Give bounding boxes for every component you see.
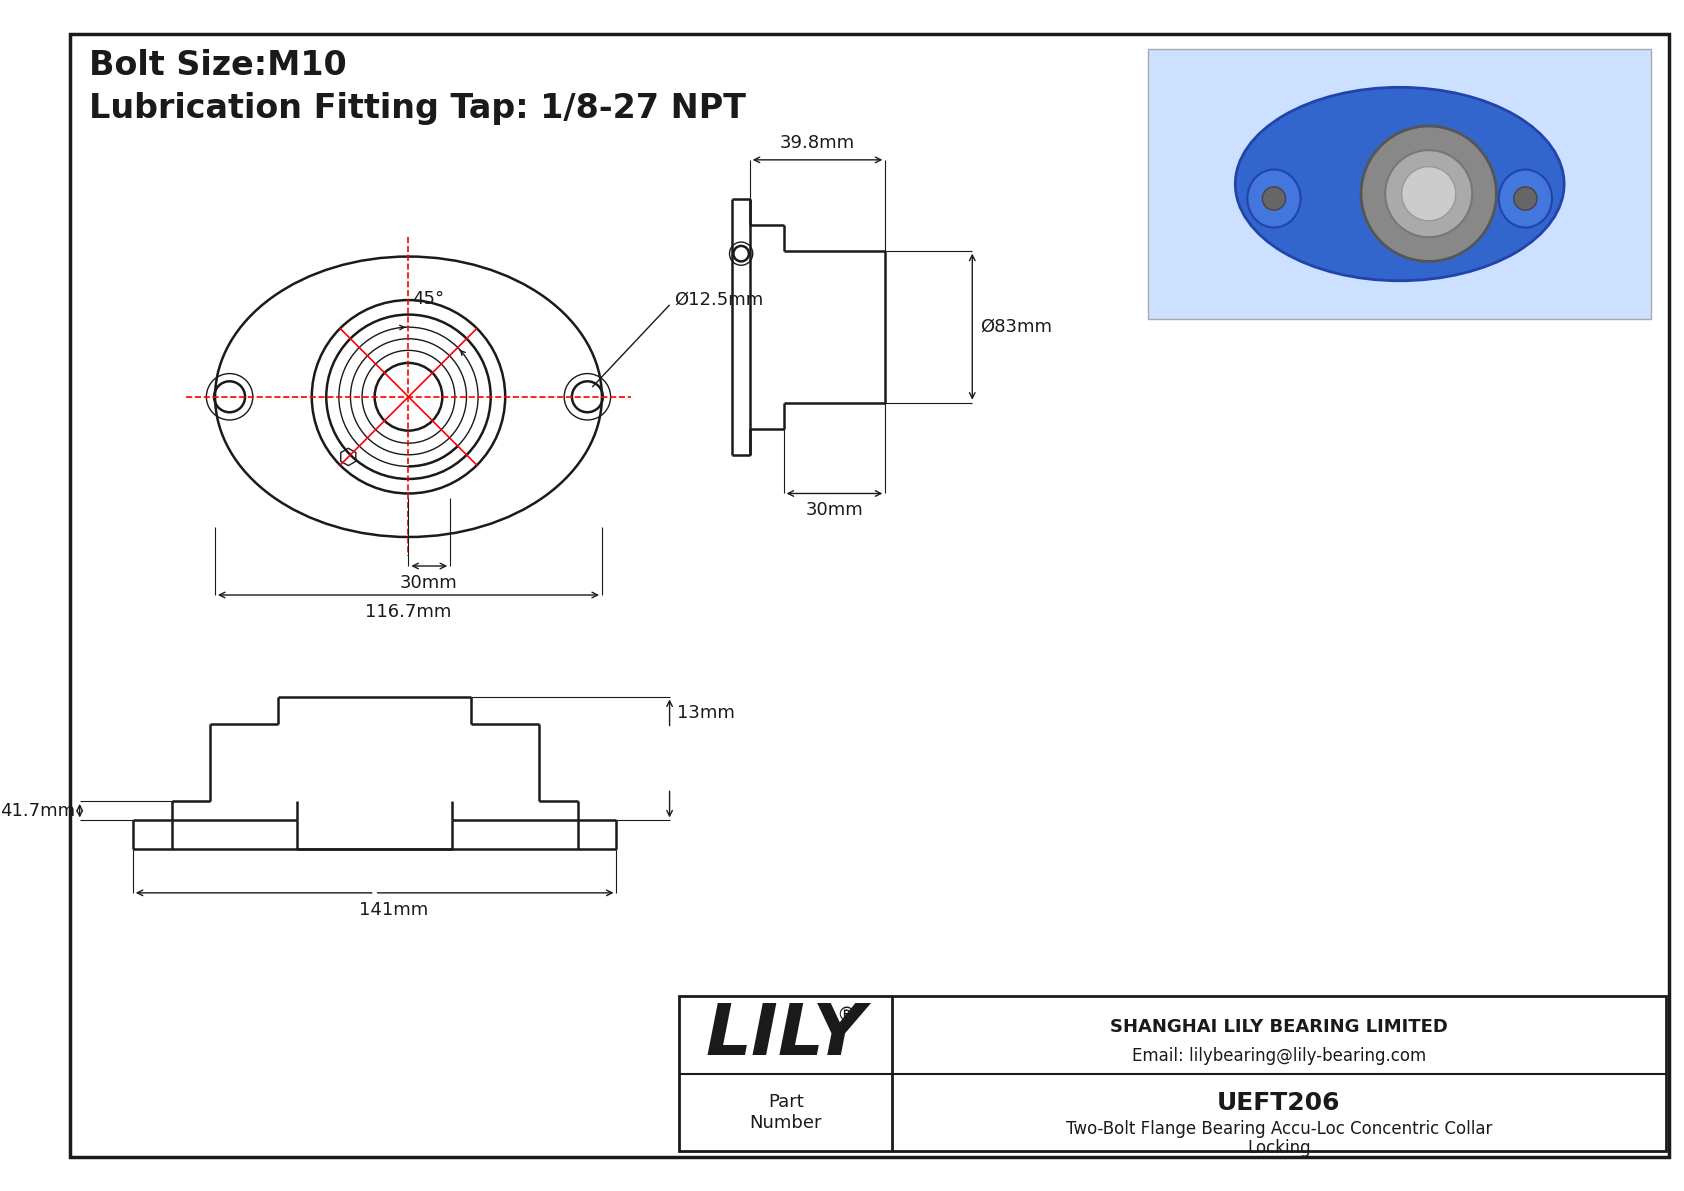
Bar: [679, 997, 1665, 1151]
Circle shape: [1386, 150, 1472, 237]
Text: Two-Bolt Flange Bearing Accu-Loc Concentric Collar: Two-Bolt Flange Bearing Accu-Loc Concent…: [1066, 1120, 1492, 1139]
Ellipse shape: [1236, 87, 1564, 281]
Text: 45°: 45°: [413, 289, 445, 307]
Text: UEFT206: UEFT206: [1218, 1091, 1340, 1115]
Text: LILY: LILY: [706, 1000, 866, 1070]
Ellipse shape: [1248, 169, 1300, 227]
Circle shape: [1263, 187, 1285, 210]
Text: Bolt Size:M10: Bolt Size:M10: [89, 49, 347, 82]
Text: Ø12.5mm: Ø12.5mm: [674, 291, 763, 310]
Circle shape: [1401, 167, 1455, 220]
Ellipse shape: [1499, 169, 1553, 227]
Text: 13mm: 13mm: [677, 704, 736, 722]
Text: Email: lilybearing@lily-bearing.com: Email: lilybearing@lily-bearing.com: [1132, 1047, 1426, 1065]
Text: ®: ®: [835, 1006, 855, 1025]
Circle shape: [1361, 126, 1497, 261]
Text: Locking: Locking: [1246, 1140, 1310, 1158]
Text: 30mm: 30mm: [805, 501, 864, 519]
Text: Part
Number: Part Number: [749, 1093, 822, 1131]
Text: SHANGHAI LILY BEARING LIMITED: SHANGHAI LILY BEARING LIMITED: [1110, 1017, 1448, 1036]
Circle shape: [1514, 187, 1537, 210]
Text: Ø83mm: Ø83mm: [980, 318, 1052, 336]
Text: 30mm: 30mm: [399, 574, 458, 592]
Text: 41.7mm: 41.7mm: [0, 802, 74, 819]
Text: 141mm: 141mm: [359, 900, 429, 918]
Text: 39.8mm: 39.8mm: [780, 135, 855, 152]
FancyBboxPatch shape: [1148, 49, 1650, 319]
Text: 116.7mm: 116.7mm: [365, 603, 451, 621]
Text: Lubrication Fitting Tap: 1/8-27 NPT: Lubrication Fitting Tap: 1/8-27 NPT: [89, 92, 746, 125]
